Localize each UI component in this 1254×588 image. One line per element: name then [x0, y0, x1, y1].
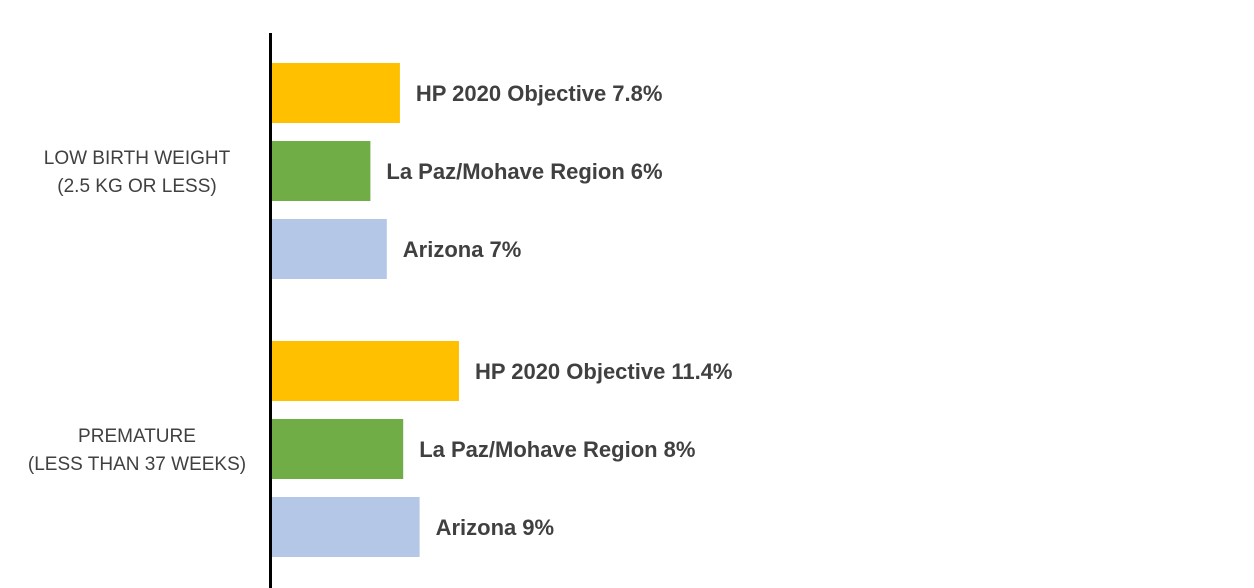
category-line: (2.5 KG OR LESS) [57, 176, 216, 197]
bar [272, 419, 404, 479]
data-label: HP 2020 Objective 7.8% [416, 81, 663, 106]
series-name: Arizona [403, 237, 484, 262]
bar [272, 219, 387, 279]
value-label: 6% [631, 159, 663, 184]
category-label: PREMATURE (LESS THAN 37 WEEKS) [28, 426, 246, 475]
data-label: La Paz/Mohave Region 8% [419, 437, 695, 462]
value-label: 9% [522, 515, 554, 540]
bar [272, 63, 400, 123]
value-label: 8% [664, 437, 696, 462]
data-label: HP 2020 Objective 11.4% [475, 359, 733, 384]
value-label: 7% [489, 237, 521, 262]
category-label: LOW BIRTH WEIGHT (2.5 KG OR LESS) [44, 148, 231, 197]
bar [272, 497, 420, 557]
series-name: Arizona [436, 515, 517, 540]
value-label: 7.8% [612, 81, 662, 106]
series-name: La Paz/Mohave Region [386, 159, 624, 184]
series-name: HP 2020 Objective [475, 359, 665, 384]
data-label: Arizona 7% [403, 237, 521, 262]
series-name: HP 2020 Objective [416, 81, 606, 106]
bar [272, 341, 459, 401]
category-line: LOW BIRTH WEIGHT [44, 148, 231, 169]
data-label: Arizona 9% [436, 515, 554, 540]
data-label: La Paz/Mohave Region 6% [386, 159, 662, 184]
value-label: 11.4% [671, 359, 732, 384]
bar [272, 141, 371, 201]
series-name: La Paz/Mohave Region [419, 437, 657, 462]
category-line: (LESS THAN 37 WEEKS) [28, 454, 246, 475]
category-line: PREMATURE [78, 426, 196, 447]
